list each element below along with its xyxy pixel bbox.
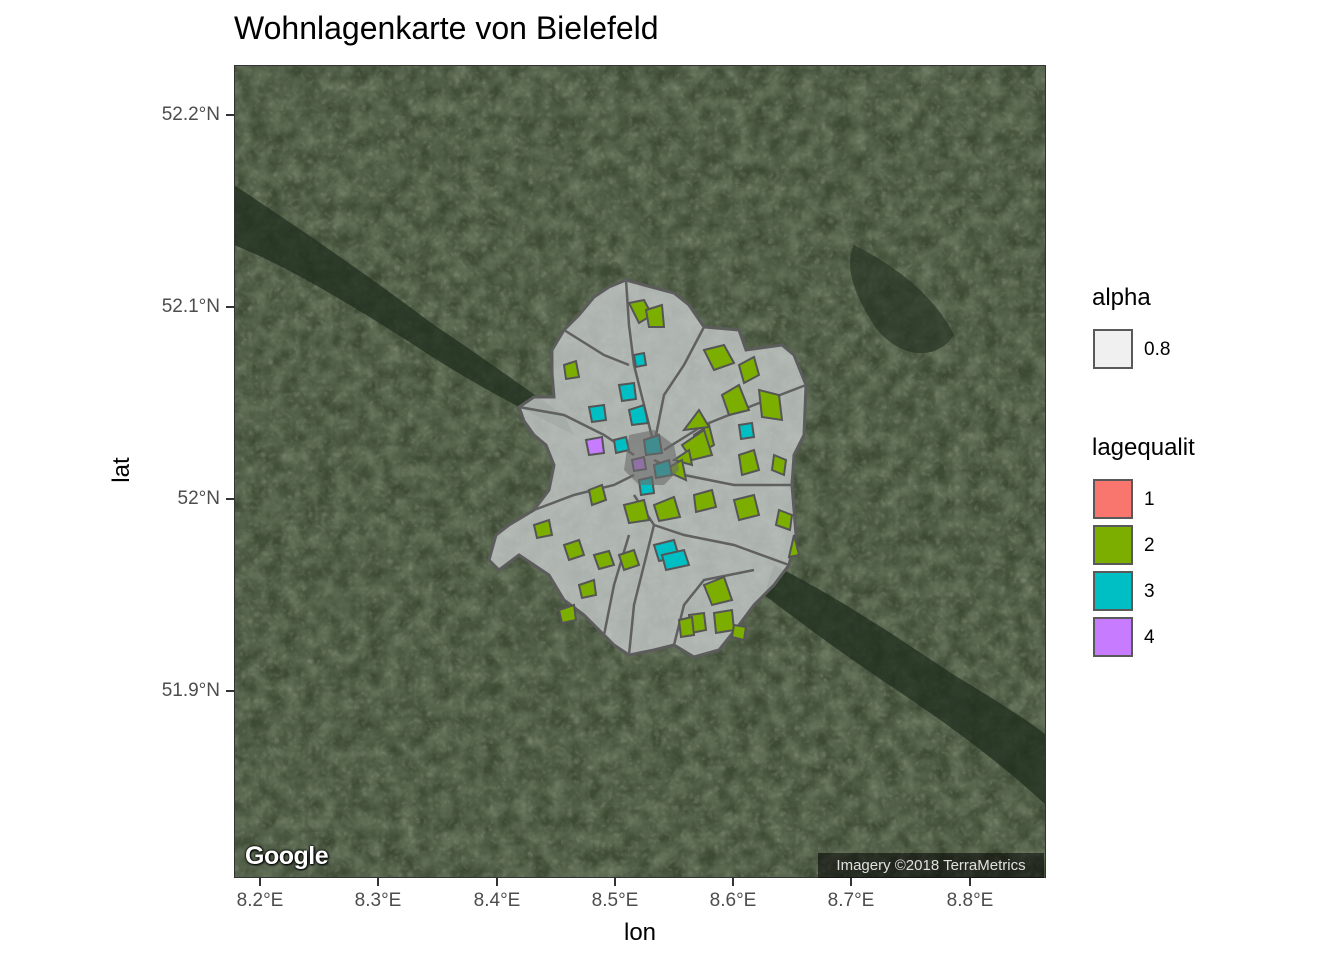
- legend-alpha-title: alpha: [1092, 284, 1151, 311]
- legend-quality-key-2: [1093, 525, 1133, 565]
- legend-quality-label-3: 3: [1144, 581, 1155, 602]
- y-tickmark: [226, 498, 234, 500]
- x-tickmark: [377, 878, 379, 886]
- imagery-attribution[interactable]: Imagery ©2018 TerraMetrics: [818, 853, 1044, 878]
- y-tick-label: 52°N: [177, 488, 220, 509]
- x-tick-label: 8.6°E: [709, 890, 757, 911]
- y-axis-label: lat: [108, 457, 135, 483]
- legend-quality-key-3: [1093, 571, 1133, 611]
- legend-quality-label-1: 1: [1144, 489, 1155, 510]
- legend-alpha-label: 0.8: [1144, 339, 1171, 360]
- x-tick-label: 8.3°E: [354, 890, 402, 911]
- forest-ridge-south: [764, 565, 1046, 805]
- google-logo: Google: [245, 842, 329, 870]
- legend-alpha-key: [1093, 329, 1133, 369]
- map-title: Wohnlagenkarte von Bielefeld: [234, 10, 659, 46]
- legend-quality-key-1: [1093, 479, 1133, 519]
- x-tick-label: 8.8°E: [946, 890, 994, 911]
- legend-quality-key-4: [1093, 617, 1133, 657]
- x-tickmark: [850, 878, 852, 886]
- x-tickmark: [969, 878, 971, 886]
- x-axis-label: lon: [623, 919, 657, 946]
- quality-2-areas: [532, 298, 801, 642]
- map-panel[interactable]: [234, 65, 1046, 878]
- legend-quality-title: lagequalit: [1092, 434, 1195, 461]
- x-tickmark: [259, 878, 261, 886]
- x-tickmark: [496, 878, 498, 886]
- satellite-map[interactable]: [234, 65, 1046, 878]
- x-tick-label: 8.2°E: [236, 890, 284, 911]
- x-tick-label: 8.7°E: [827, 890, 875, 911]
- y-tick-label: 52.1°N: [161, 296, 220, 317]
- y-tick-label: 52.2°N: [161, 104, 220, 125]
- x-tick-label: 8.5°E: [591, 890, 639, 911]
- y-tickmark: [226, 114, 234, 116]
- y-tickmark: [226, 690, 234, 692]
- x-tickmark: [614, 878, 616, 886]
- x-tick-label: 8.4°E: [473, 890, 521, 911]
- y-tickmark: [226, 306, 234, 308]
- y-tick-label: 51.9°N: [161, 680, 220, 701]
- city-center: [624, 430, 679, 485]
- x-tickmark: [732, 878, 734, 886]
- legend-quality-label-2: 2: [1144, 535, 1155, 556]
- forest-ridge-north: [234, 185, 574, 435]
- forest-patch-east: [850, 245, 954, 354]
- legend-quality-label-4: 4: [1144, 627, 1155, 648]
